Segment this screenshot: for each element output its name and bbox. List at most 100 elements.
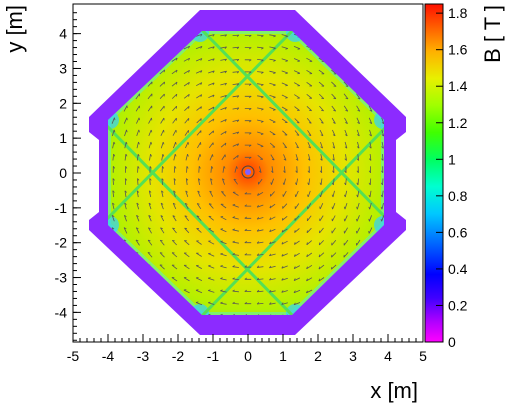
field-arrow-head: [236, 119, 240, 123]
field-arrow-head: [208, 313, 211, 315]
field-arrow: [293, 277, 301, 281]
field-arrow: [112, 141, 115, 149]
field-arrow: [343, 239, 349, 246]
field-arrow-head: [307, 170, 310, 173]
field-arrow: [257, 143, 264, 147]
field-arrow: [136, 202, 140, 210]
field-arrow: [208, 46, 215, 49]
field-arrow-head: [200, 58, 203, 61]
field-arrow-head: [256, 229, 260, 232]
field-arrow-head: [281, 290, 284, 293]
field-arrow-head: [283, 170, 286, 173]
field-arrow: [319, 215, 324, 222]
field-arrow-head: [320, 134, 324, 137]
field-arrow-head: [285, 60, 288, 62]
field-arrow-head: [356, 194, 359, 198]
field-arrow: [184, 130, 189, 136]
field-arrow-head: [200, 94, 203, 98]
field-arrow: [306, 277, 313, 282]
field-arrow-head: [209, 190, 213, 193]
field-arrow-head: [356, 146, 360, 149]
field-arrow-head: [224, 119, 227, 122]
field-arrow: [307, 203, 312, 210]
field-arrow: [221, 191, 226, 197]
field-arrow: [208, 106, 215, 111]
field-arrow: [161, 178, 163, 185]
field-arrow-head: [220, 301, 223, 304]
field-arrow: [136, 141, 139, 149]
field-arrow: [331, 117, 336, 124]
field-arrow-head: [293, 254, 296, 257]
field-arrow-head: [208, 301, 211, 304]
field-arrow-head: [295, 170, 298, 173]
center-core: [245, 169, 251, 175]
x-axis-label: x [m]: [370, 378, 418, 403]
field-arrow: [320, 141, 323, 149]
field-arrow: [295, 190, 299, 198]
field-arrow-head: [248, 47, 252, 50]
field-arrow-head: [256, 277, 260, 280]
field-arrow: [344, 129, 348, 137]
field-arrow-head: [357, 122, 360, 124]
field-arrow: [185, 154, 188, 161]
field-arrow-head: [114, 117, 116, 121]
field-arrow-head: [321, 110, 324, 112]
field-arrow-head: [306, 242, 308, 245]
field-arrow-head: [269, 265, 272, 269]
field-arrow-head: [244, 277, 248, 280]
field-arrow-head: [160, 202, 164, 205]
field-arrow: [136, 190, 139, 198]
field-arrow: [368, 117, 373, 124]
field-arrow: [257, 290, 264, 293]
field-arrow-head: [285, 35, 288, 38]
field-arrow: [171, 252, 178, 258]
field-arrow: [331, 93, 337, 99]
field-arrow-head: [331, 206, 333, 210]
field-arrow-head: [188, 106, 190, 109]
field-arrow: [332, 129, 336, 136]
field-arrow-head: [200, 34, 203, 37]
field-arrow: [257, 191, 264, 196]
field-arrow: [343, 105, 349, 112]
field-arrow-head: [209, 203, 212, 205]
field-arrow-head: [269, 253, 272, 257]
field-arrow: [208, 277, 215, 281]
field-arrow-head: [220, 240, 223, 242]
field-arrow: [319, 117, 324, 124]
field-arrow: [306, 93, 313, 99]
field-arrow-head: [261, 59, 264, 62]
field-arrow-head: [345, 85, 349, 87]
field-arrow-head: [356, 206, 358, 210]
field-arrow-head: [344, 182, 347, 186]
y-tick-label: 4: [59, 26, 67, 42]
y-tick-label: 0: [59, 165, 67, 181]
field-arrow: [281, 265, 288, 269]
field-arrow-head: [244, 253, 248, 256]
field-arrow-head: [208, 252, 211, 254]
field-arrow-head: [212, 106, 215, 110]
field-arrow: [306, 215, 312, 222]
field-arrow: [160, 141, 164, 149]
field-arrow: [208, 240, 215, 245]
field-arrow: [319, 129, 324, 136]
field-arrow-head: [175, 57, 178, 61]
field-arrow: [269, 82, 276, 86]
field-arrow-head: [281, 265, 284, 269]
field-arrow: [271, 178, 274, 185]
field-arrow-head: [188, 94, 190, 97]
field-arrow: [293, 70, 301, 74]
field-arrow-head: [320, 122, 324, 124]
field-arrow-head: [380, 182, 383, 186]
field-arrow-head: [256, 217, 260, 220]
field-arrow-head: [187, 154, 189, 157]
field-arrow-head: [172, 227, 176, 230]
field-arrow: [111, 117, 115, 124]
field-arrow: [306, 289, 313, 294]
field-arrow: [271, 166, 274, 173]
x-tick-label: -5: [67, 348, 80, 364]
field-arrow-head: [320, 158, 323, 161]
field-arrow: [257, 34, 264, 36]
field-arrow: [356, 129, 360, 137]
field-arrow-head: [318, 254, 321, 258]
field-arrow-head: [261, 108, 264, 111]
